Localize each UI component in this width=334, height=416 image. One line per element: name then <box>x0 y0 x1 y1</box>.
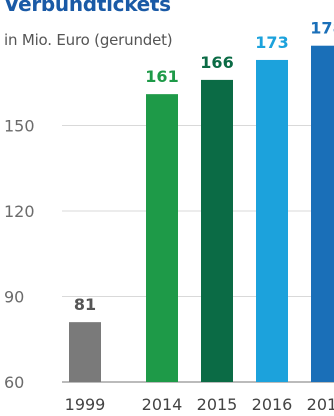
bar-1999 <box>69 322 101 382</box>
x-tick-label-2015: 2015 <box>197 395 238 414</box>
data-label-1999: 81 <box>74 295 96 314</box>
data-label-2015: 166 <box>200 53 233 72</box>
data-label-2016: 173 <box>255 33 288 52</box>
x-tick-label-2017: 2017 <box>307 395 334 414</box>
chart-subtitle: in Mio. Euro (gerundet) <box>4 31 173 49</box>
x-tick-label-2014: 2014 <box>142 395 183 414</box>
bar-2014 <box>146 94 178 383</box>
bar-2017 <box>311 45 334 382</box>
y-tick-label: 60 <box>4 373 24 392</box>
x-tick-label-1999: 1999 <box>65 395 106 414</box>
x-tick-label-2016: 2016 <box>252 395 293 414</box>
bar-2015 <box>201 79 233 383</box>
y-tick-label: 120 <box>4 202 35 221</box>
y-tick-label: 90 <box>4 288 24 307</box>
y-tick-label: 150 <box>4 117 35 136</box>
data-label-2014: 161 <box>145 67 178 86</box>
bar-2016 <box>256 59 288 382</box>
chart-title: Verbundtickets <box>4 0 171 16</box>
data-label-2017: 178 <box>310 19 334 38</box>
